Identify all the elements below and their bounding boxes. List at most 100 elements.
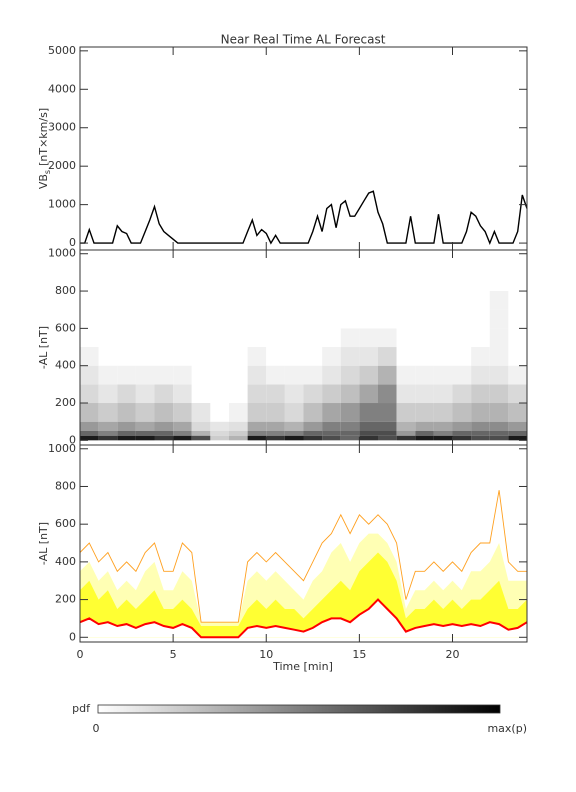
x-tick-label: 5 — [170, 648, 177, 661]
heatmap-cell — [135, 384, 155, 404]
heatmap-cell — [452, 365, 472, 385]
heatmap-cell — [98, 421, 118, 432]
heatmap-cell — [98, 384, 118, 404]
heatmap-cell — [266, 435, 285, 441]
y-tick-label: 1000 — [48, 442, 76, 455]
heatmap-cell — [247, 309, 267, 329]
heatmap-cell — [191, 403, 211, 422]
y-axis-label-text: -AL [nT] — [37, 522, 50, 565]
heatmap-cell — [489, 365, 509, 385]
y-axis-label-text: -AL [nT] — [37, 326, 50, 369]
heatmap-cell — [322, 347, 341, 366]
heatmap-cell — [266, 384, 285, 404]
heatmap-cell — [229, 291, 248, 310]
heatmap-cell — [396, 291, 416, 310]
heatmap-cell — [154, 291, 174, 310]
heatmap-cell — [191, 291, 211, 310]
heatmap-cell — [340, 421, 360, 432]
heatmap-cell — [154, 365, 174, 385]
heatmap-cell — [98, 365, 118, 385]
heatmap-cell — [229, 421, 248, 432]
heatmap-cell — [210, 431, 229, 436]
heatmap-cell — [173, 431, 192, 436]
heatmap-cell — [191, 421, 211, 432]
heatmap-cell — [284, 431, 304, 436]
heatmap-cell — [433, 328, 453, 348]
heatmap-cell — [117, 347, 136, 366]
heatmap-cell — [452, 328, 472, 348]
colorbar-min-label: 0 — [93, 722, 100, 735]
heatmap-cell — [378, 403, 397, 422]
heatmap-cell — [396, 431, 416, 436]
y-tick-label: 4000 — [48, 82, 76, 95]
heatmap-cell — [322, 431, 341, 436]
heatmap-cell — [135, 347, 155, 366]
heatmap-cell — [135, 309, 155, 329]
heatmap-cell — [415, 365, 434, 385]
y-axis-label-units: [nT×km/s] — [37, 108, 50, 166]
heatmap-cell — [266, 328, 285, 348]
heatmap-cell — [191, 384, 211, 404]
heatmap-cell — [489, 384, 509, 404]
heatmap-cell — [173, 403, 192, 422]
heatmap-cell — [433, 403, 453, 422]
heatmap-cell — [415, 347, 434, 366]
colorbar-title: pdf — [72, 702, 91, 715]
heatmap-cell — [359, 421, 378, 432]
base-area — [80, 599, 527, 638]
heatmap-cell — [284, 291, 304, 310]
heatmap-cell — [396, 384, 416, 404]
heatmap-cell — [191, 309, 211, 329]
y-tick-label: 200 — [55, 593, 76, 606]
heatmap-cell — [247, 347, 267, 366]
heatmap-cell — [359, 365, 378, 385]
heatmap-cell — [284, 384, 304, 404]
heatmap-cell — [452, 384, 472, 404]
y-tick-label: 0 — [69, 630, 76, 643]
heatmap-cell — [489, 435, 509, 441]
heatmap-cell — [359, 403, 378, 422]
heatmap-cell — [359, 431, 378, 436]
heatmap-cell — [173, 384, 192, 404]
heatmap-cell — [471, 431, 490, 436]
heatmap-cell — [359, 291, 378, 310]
heatmap-cell — [80, 365, 99, 385]
heatmap-cell — [135, 291, 155, 310]
heatmap-cell — [340, 347, 360, 366]
heatmap-cell — [471, 421, 490, 432]
heatmap-cell — [117, 435, 136, 441]
heatmap-cell — [173, 309, 192, 329]
y-tick-label: 400 — [55, 555, 76, 568]
heatmap-cell — [284, 347, 304, 366]
x-axis-label: Time [min] — [272, 660, 333, 673]
heatmap-cell — [508, 435, 527, 441]
heatmap-cell — [508, 365, 527, 385]
heatmap-cell — [284, 309, 304, 329]
heatmap-cell — [284, 365, 304, 385]
heatmap-cell — [80, 384, 99, 404]
heatmap-cell — [117, 365, 136, 385]
heatmap-cell — [210, 328, 229, 348]
y-axis-label: -AL [nT] — [37, 326, 50, 369]
base-line — [79, 598, 528, 639]
heatmap-cell — [117, 384, 136, 404]
heatmap-cell — [247, 435, 267, 441]
heatmap-cell — [80, 431, 99, 436]
heatmap-cell — [154, 435, 174, 441]
y-tick-label: 2000 — [48, 159, 76, 172]
heatmap-cell — [322, 309, 341, 329]
heatmap-cell — [229, 431, 248, 436]
panel — [80, 291, 527, 441]
heatmap-cell — [396, 435, 416, 441]
heatmap-cell — [135, 435, 155, 441]
band-area — [80, 552, 527, 638]
heatmap-cell — [154, 403, 174, 422]
heatmap-cell — [489, 328, 509, 348]
heatmap-cell — [340, 435, 360, 441]
heatmap-cell — [340, 291, 360, 310]
heatmap-cell — [229, 384, 248, 404]
heatmap-cell — [471, 328, 490, 348]
heatmap-cell — [247, 403, 267, 422]
heatmap-cell — [433, 365, 453, 385]
heatmap-cell — [229, 347, 248, 366]
